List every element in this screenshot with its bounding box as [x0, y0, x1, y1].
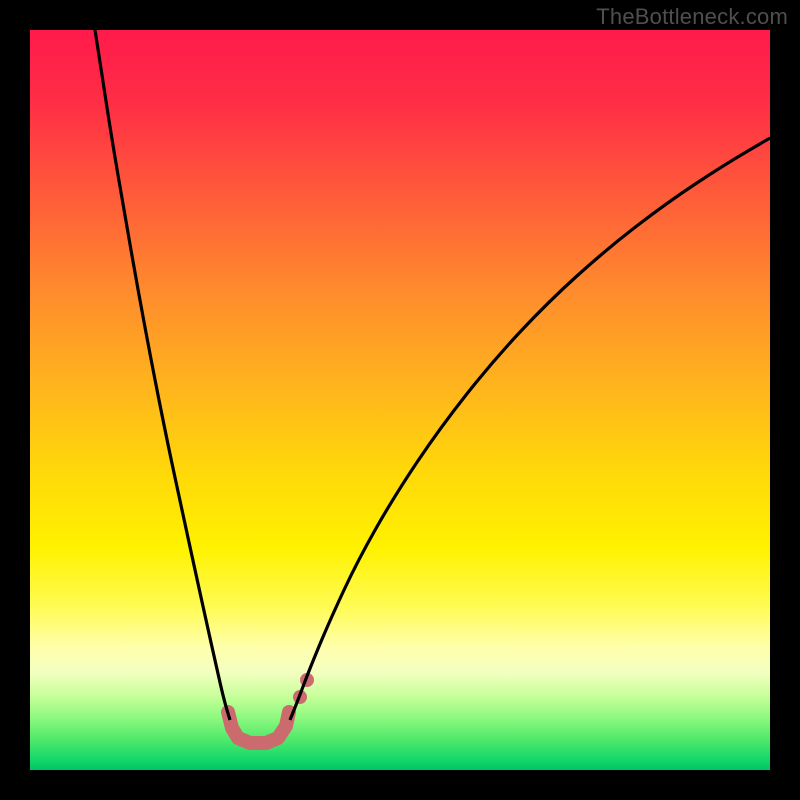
gradient-background — [30, 30, 770, 770]
bottleneck-chart — [0, 0, 800, 800]
chart-frame: TheBottleneck.com — [0, 0, 800, 800]
